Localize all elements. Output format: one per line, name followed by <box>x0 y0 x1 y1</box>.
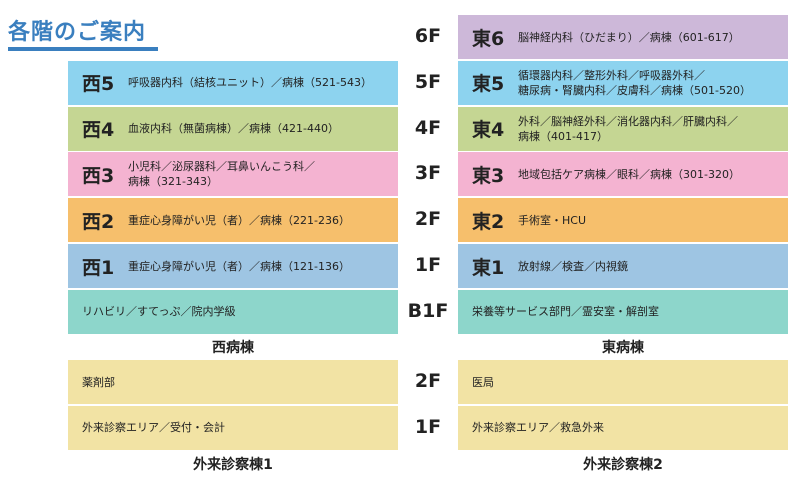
east-cell: 東4 外科／脳神経外科／消化器内科／肝臓内科／ 病棟（401-417） <box>458 106 788 151</box>
ward-description: 重症心身障がい児（者）／病棟（121-136） <box>128 259 350 274</box>
east-cell: 栄養等サービス部門／霊安室・解剖室 <box>458 289 788 334</box>
west-cell: リハビリ／すてっぷ／院内学級 <box>68 289 398 334</box>
ward-code: 西3 <box>82 164 115 187</box>
ward-code: 東5 <box>472 73 505 96</box>
ward-description: 血液内科（無菌病棟）／病棟（421-440） <box>128 121 339 136</box>
ward-description: リハビリ／すてっぷ／院内学級 <box>82 304 235 319</box>
west-cell: 西5 呼吸器内科（結核ユニット）／病棟（521-543） <box>68 60 398 105</box>
east-cell: 東1 放射線／検査／内視鏡 <box>458 244 788 288</box>
floor-label: B1F <box>407 299 449 322</box>
description-line: 医局 <box>472 375 494 389</box>
east-cell: 東6 脳神経内科（ひだまり）／病棟（601-617） <box>458 15 788 59</box>
floor-label: 3F <box>414 162 442 185</box>
description-line: 糖尿病・腎臓内科／皮膚科／病棟（501-520） <box>518 83 751 97</box>
description-line: 病棟（401-417） <box>518 129 608 143</box>
ward-code: 東2 <box>472 210 505 233</box>
ward-description: 栄養等サービス部門／霊安室・解剖室 <box>472 304 659 319</box>
ward-code: 西1 <box>82 256 115 279</box>
description-line: 薬剤部 <box>82 375 115 389</box>
ward-description: 呼吸器内科（結核ユニット）／病棟（521-543） <box>128 75 372 90</box>
ward-description: 手術室・HCU <box>518 213 586 228</box>
ward-code: 西2 <box>82 210 115 233</box>
east-cell: 医局 <box>458 360 788 404</box>
ward-description: 外来診察エリア／受付・会計 <box>82 420 225 435</box>
ward-description: 薬剤部 <box>82 375 115 390</box>
west-cell: 外来診察エリア／受付・会計 <box>68 405 398 450</box>
floor-label: 6F <box>414 25 442 47</box>
ward-description: 放射線／検査／内視鏡 <box>518 259 628 274</box>
ward-code: 東4 <box>472 119 505 142</box>
building-label: 外来診察棟1 <box>193 457 273 473</box>
description-line: 小児科／泌尿器科／耳鼻いんこう科／ <box>128 160 315 174</box>
page-title: 各階のご案内 <box>8 20 147 45</box>
description-line: リハビリ／すてっぷ／院内学級 <box>82 305 236 319</box>
ward-description: 脳神経内科（ひだまり）／病棟（601-617） <box>518 30 740 45</box>
description-line: 地域包括ケア病棟／眼科／病棟（301-320） <box>518 167 740 181</box>
description-line: 脳神経内科（ひだまり）／病棟（601-617） <box>518 30 740 44</box>
ward-description: 地域包括ケア病棟／眼科／病棟（301-320） <box>518 167 740 182</box>
ward-code: 東1 <box>472 256 505 279</box>
description-line: 手術室・HCU <box>518 213 587 227</box>
ward-description: 外来診察エリア／救急外来 <box>472 420 604 435</box>
east-cell: 東5 循環器内科／整形外科／呼吸器外科／ 糖尿病・腎臓内科／皮膚科／病棟（501-5… <box>458 60 788 105</box>
building-label: 東病棟 <box>602 340 644 356</box>
description-line: 重症心身障がい児（者）／病棟（121-136） <box>128 259 350 273</box>
east-cell: 東3 地域包括ケア病棟／眼科／病棟（301-320） <box>458 152 788 197</box>
title-underline <box>8 47 158 51</box>
ward-code: 西4 <box>82 119 115 142</box>
ward-code: 東3 <box>472 164 505 187</box>
description-line: 循環器内科／整形外科／呼吸器外科／ <box>518 68 705 82</box>
floor-label: 5F <box>414 70 442 93</box>
ward-description: 小児科／泌尿器科／耳鼻いんこう科／ 病棟（321-343） <box>128 159 315 189</box>
west-cell: 西1 重症心身障がい児（者）／病棟（121-136） <box>68 244 398 288</box>
building-label: 外来診察棟2 <box>583 457 663 473</box>
ward-description: 医局 <box>472 375 494 390</box>
building-label: 西病棟 <box>212 340 254 356</box>
description-line: 呼吸器内科（結核ユニット）／病棟（521-543） <box>128 76 372 90</box>
floor-label: 2F <box>414 208 442 231</box>
ward-description: 重症心身障がい児（者）／病棟（221-236） <box>128 213 350 228</box>
description-line: 血液内科（無菌病棟）／病棟（421-440） <box>128 122 339 136</box>
floor-label: 1F <box>414 415 442 438</box>
description-line: 重症心身障がい児（者）／病棟（221-236） <box>128 213 350 227</box>
east-cell: 東2 手術室・HCU <box>458 198 788 243</box>
floor-label: 4F <box>414 116 442 139</box>
description-line: 外科／脳神経外科／消化器内科／肝臓内科／ <box>518 114 738 128</box>
description-line: 病棟（321-343） <box>128 175 218 189</box>
east-cell: 外来診察エリア／救急外来 <box>458 405 788 450</box>
description-line: 放射線／検査／内視鏡 <box>518 259 628 273</box>
floor-label: 2F <box>414 370 442 392</box>
ward-description: 循環器内科／整形外科／呼吸器外科／ 糖尿病・腎臓内科／皮膚科／病棟（501-520… <box>518 68 751 98</box>
ward-code: 西5 <box>82 73 115 96</box>
description-line: 栄養等サービス部門／霊安室・解剖室 <box>472 305 659 319</box>
description-line: 外来診察エリア／救急外来 <box>472 421 604 435</box>
west-cell: 西3 小児科／泌尿器科／耳鼻いんこう科／ 病棟（321-343） <box>68 152 398 197</box>
west-cell: 西2 重症心身障がい児（者）／病棟（221-236） <box>68 198 398 243</box>
west-cell: 西4 血液内科（無菌病棟）／病棟（421-440） <box>68 106 398 151</box>
description-line: 外来診察エリア／受付・会計 <box>82 421 225 435</box>
floor-label: 1F <box>414 254 442 276</box>
ward-description: 外科／脳神経外科／消化器内科／肝臓内科／ 病棟（401-417） <box>518 114 738 144</box>
west-cell: 薬剤部 <box>68 360 398 404</box>
ward-code: 東6 <box>472 27 505 50</box>
